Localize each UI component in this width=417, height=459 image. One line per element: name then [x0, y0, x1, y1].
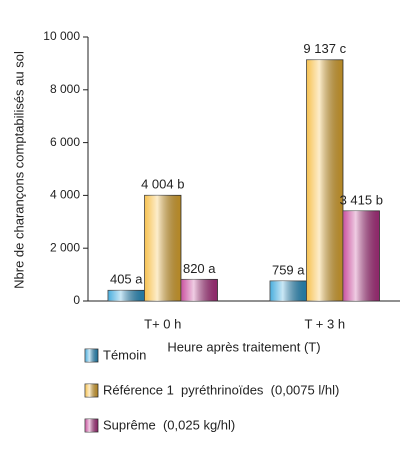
bar	[306, 59, 344, 302]
legend-shine	[85, 419, 98, 432]
bar	[342, 210, 380, 302]
legend-label: Suprême (0,025 kg/hl)	[103, 417, 235, 432]
y-tick-label: 10 000	[43, 29, 80, 43]
value-label: 9 137 c	[303, 41, 346, 56]
y-tick-label: 0	[73, 293, 80, 307]
y-axis-label: Nbre de charançons comptabilisés au sol	[11, 51, 26, 289]
value-label: 759 a	[272, 262, 305, 277]
bar	[269, 280, 307, 302]
y-tick-label: 8 000	[50, 82, 80, 96]
value-label: 3 415 b	[340, 192, 383, 207]
legend-label: Témoin	[103, 347, 146, 362]
value-label: 4 004 b	[141, 177, 184, 192]
x-axis-label: Heure après traitement (T)	[167, 339, 320, 354]
bar	[180, 278, 218, 302]
bar	[144, 194, 182, 302]
y-tick-label: 4 000	[50, 188, 80, 202]
bar	[107, 289, 145, 302]
legend-shine	[85, 384, 98, 397]
value-label: 820 a	[183, 261, 216, 276]
legend-label: Référence 1 pyréthrinoïdes (0,0075 l/hl)	[103, 382, 339, 397]
y-tick-label: 2 000	[50, 240, 80, 254]
value-label: 405 a	[110, 272, 143, 287]
legend-shine	[85, 349, 98, 362]
x-tick-label: T+ 0 h	[144, 316, 181, 331]
y-tick-label: 6 000	[50, 135, 80, 149]
x-tick-label: T + 3 h	[304, 316, 345, 331]
